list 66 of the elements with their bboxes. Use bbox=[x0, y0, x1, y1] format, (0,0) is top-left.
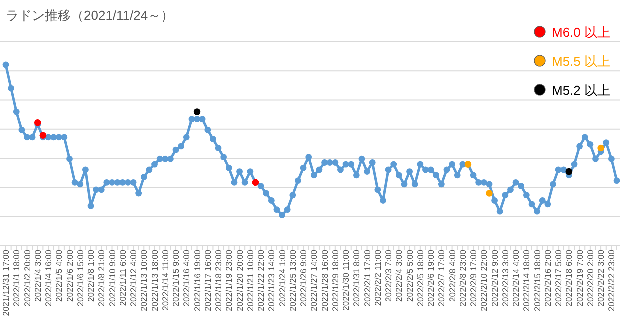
x-tick-label: 2022/2/13 3:00 bbox=[500, 250, 510, 307]
point bbox=[566, 168, 573, 176]
legend-label: M6.0 以上 bbox=[552, 25, 611, 40]
x-tick-label: 2022/1/26 9:00 bbox=[298, 250, 309, 307]
x-tick-label: 2022/1/13 10:00 bbox=[139, 250, 150, 312]
x-tick-label: 2022/1/8 1:00 bbox=[86, 250, 96, 302]
x-tick-label: 2022/2/15 18:00 bbox=[532, 250, 542, 312]
x-tick-label: 2022/1/5 4:00 bbox=[54, 250, 64, 302]
chart-title: ラドン推移（2021/11/24～） bbox=[6, 8, 174, 23]
x-tick-label: 2022/1/4 3:00 bbox=[32, 250, 43, 302]
x-tick-label: 2022/1/29 18:00 bbox=[330, 250, 340, 312]
x-tick-label: 2022/2/5 18:00 bbox=[415, 250, 426, 307]
x-tick-label: 2022/1/28 16:00 bbox=[320, 250, 330, 312]
x-tick-label: 2021/12/31 17:00 bbox=[1, 250, 11, 316]
x-tick-label: 2022/2/9 17:00 bbox=[468, 250, 479, 307]
x-tick-label: 2022/1/30 11:00 bbox=[341, 250, 352, 311]
x-tick-label: 2022/2/22 3:00 bbox=[596, 250, 606, 307]
x-tick-label: 2022/1/18 23:00 bbox=[214, 250, 224, 312]
x-tick-label: 2022/1/23 14:00 bbox=[266, 250, 277, 312]
x-tick-label: 2022/1/6 15:00 bbox=[75, 250, 86, 307]
x-tick-label: 2022/2/7 17:00 bbox=[436, 250, 447, 307]
point bbox=[194, 108, 201, 116]
x-tick-label: 2022/2/14 18:00 bbox=[522, 250, 532, 312]
x-tick-label: 2022/1/15 9:00 bbox=[171, 250, 182, 307]
x-tick-label: 2022/1/27 14:00 bbox=[309, 250, 320, 312]
x-tick-label: 2022/2/12 9:00 bbox=[490, 250, 500, 307]
x-tick-label: 2022/1/16 19:00 bbox=[192, 250, 202, 312]
x-tick-label: 2022/2/8 4:00 bbox=[447, 250, 458, 302]
x-tick-label: 2022/2/10 22:00 bbox=[479, 250, 490, 312]
x-tick-label: 2022/2/20 2:00 bbox=[585, 250, 596, 307]
x-tick-label: 2022/2/4 3:00 bbox=[394, 250, 404, 302]
x-tick-label: 2022/1/4 16:00 bbox=[44, 250, 54, 307]
x-tick-label: 2022/1/31 8:00 bbox=[352, 250, 362, 307]
x-tick-label: 2022/1/16 4:00 bbox=[182, 250, 192, 307]
x-tick-label: 2022/1/12 4:00 bbox=[128, 250, 139, 307]
x-tick-label: 2022/2/2 11:00 bbox=[372, 250, 383, 306]
x-tick-label: 2022/2/8 23:00 bbox=[458, 250, 468, 307]
x-tick-label: 2022/2/19 7:00 bbox=[574, 250, 585, 307]
x-tick-label: 2022/1/6 2:00 bbox=[64, 250, 75, 302]
x-tick-label: 2022/2/18 6:00 bbox=[564, 250, 574, 307]
x-tick-label: 2022/1/2 20:00 bbox=[22, 250, 32, 307]
x-tick-label: 2022/1/11 6:00 bbox=[118, 250, 128, 306]
x-tick-label: 2022/1/21 10:00 bbox=[245, 250, 256, 312]
x-tick-label: 2022/1/24 1:00 bbox=[277, 250, 288, 307]
x-tick-label: 2022/1/20 20:00 bbox=[234, 250, 245, 312]
x-tick-label: 2022/2/16 2:00 bbox=[542, 250, 553, 307]
x-tick-label: 2022/2/1 17:00 bbox=[362, 250, 372, 307]
x-tick-label: 2022/2/17 5:00 bbox=[554, 250, 564, 307]
point bbox=[598, 144, 604, 152]
legend-label: M5.2 以上 bbox=[552, 83, 611, 98]
x-tick-label: 2022/2/3 7:00 bbox=[384, 250, 394, 302]
legend-label: M5.5 以上 bbox=[552, 54, 611, 69]
x-tick-label: 2022/1/25 13:00 bbox=[288, 250, 298, 312]
x-tick-label: 2022/1/8 21:00 bbox=[96, 250, 107, 307]
x-tick-label: 2022/2/14 4:00 bbox=[511, 250, 522, 307]
x-tick-label: 2022/2/6 19:00 bbox=[426, 250, 436, 307]
x-tick-label: 2022/1/17 16:00 bbox=[202, 250, 213, 312]
x-tick-label: 2022/1/1 18:00 bbox=[12, 250, 22, 307]
x-tick-label: 2022/1/13 18:00 bbox=[150, 250, 160, 312]
point bbox=[486, 190, 493, 197]
x-tick-label: 2022/2/5 5:00 bbox=[404, 250, 415, 302]
x-tick-label: 2022/1/10 9:00 bbox=[107, 250, 118, 307]
x-tick-label: 2022/1/22 22:00 bbox=[256, 250, 266, 312]
x-tick-label: 2022/1/14 11:00 bbox=[160, 250, 170, 311]
x-tick-label: 2022/1/19 23:00 bbox=[224, 250, 234, 312]
x-tick-label: 2022/2/22 23:00 bbox=[606, 250, 617, 312]
